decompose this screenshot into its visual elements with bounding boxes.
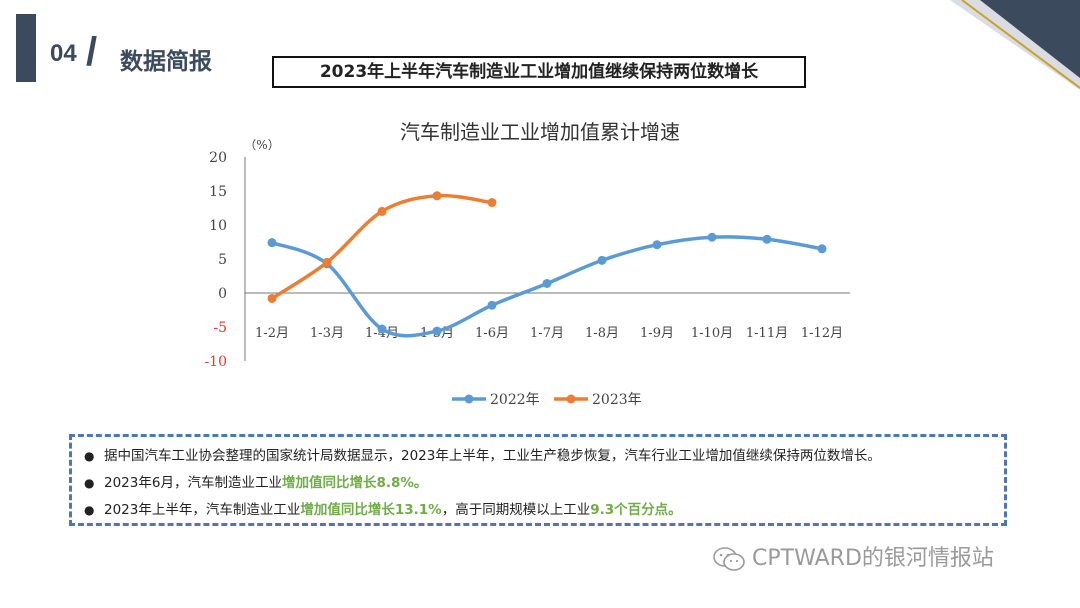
data-point — [377, 324, 387, 334]
section-number: 04 — [50, 40, 77, 67]
data-point — [322, 257, 332, 267]
data-point — [487, 300, 497, 310]
note-text: 2023年6月，汽车制造业工业 — [104, 475, 282, 491]
notes-box: ● 据中国汽车工业协会整理的国家统计局数据显示，2023年上半年，工业生产稳步恢复… — [69, 434, 1007, 526]
x-tick-label: 1-7月 — [530, 326, 564, 341]
section-slash: / — [86, 30, 98, 74]
bullet-icon: ● — [84, 449, 95, 463]
x-tick-label: 1-11月 — [746, 326, 788, 341]
y-tick-label: -5 — [213, 320, 227, 336]
data-point — [432, 326, 442, 336]
y-axis-unit: （%） — [244, 138, 279, 152]
y-tick-label: 20 — [209, 150, 227, 166]
note-item: ● 2023年6月，汽车制造业工业增加值同比增长8.8%。 — [82, 470, 1004, 497]
data-point — [597, 255, 607, 265]
data-point — [817, 244, 827, 254]
line-chart: （%）20151050-5-101-2月1-3月1-4月1-5月1-6月1-7月… — [204, 138, 850, 408]
x-tick-label: 1-12月 — [801, 326, 843, 341]
data-point — [432, 191, 442, 201]
legend-marker — [464, 394, 474, 404]
data-point — [267, 293, 277, 303]
watermark: CPTWARD的银河情报站 — [712, 540, 994, 572]
legend-label: 2022年 — [490, 392, 540, 408]
data-point — [487, 198, 497, 208]
data-point — [267, 238, 277, 248]
chart-title: 汽车制造业工业增加值累计增速 — [400, 120, 680, 144]
section-accent-bar — [16, 14, 36, 82]
watermark-text: CPTWARD的银河情报站 — [752, 546, 994, 571]
legend-label: 2023年 — [592, 392, 642, 408]
legend-marker — [566, 394, 576, 404]
x-tick-label: 1-3月 — [310, 326, 344, 341]
slide-subtitle: 2023年上半年汽车制造业工业增加值继续保持两位数增长 — [272, 56, 806, 88]
note-highlight: 增加值同比增长13.1% — [300, 502, 442, 518]
bullet-icon: ● — [84, 503, 95, 517]
data-point — [652, 240, 662, 250]
y-tick-label: -10 — [204, 354, 227, 370]
data-point — [377, 206, 387, 216]
note-text: 据中国汽车工业协会整理的国家统计局数据显示，2023年上半年，工业生产稳步恢复，… — [104, 448, 881, 464]
data-point — [707, 232, 717, 242]
x-tick-label: 1-8月 — [585, 326, 619, 341]
note-highlight: 9.3个百分点。 — [590, 502, 682, 518]
section-title: 数据简报 — [120, 49, 212, 75]
data-point — [542, 278, 552, 288]
x-tick-label: 1-6月 — [475, 326, 509, 341]
x-tick-label: 1-9月 — [640, 326, 674, 341]
data-point — [762, 234, 772, 244]
y-tick-label: 0 — [218, 286, 227, 302]
corner-decoration — [950, 0, 1080, 90]
x-tick-label: 1-2月 — [255, 326, 289, 341]
y-tick-label: 15 — [209, 184, 227, 200]
note-text: 2023年上半年，汽车制造业工业 — [104, 502, 301, 518]
y-tick-label: 5 — [218, 252, 227, 268]
note-highlight: 增加值同比增长8.8%。 — [281, 475, 428, 491]
wechat-icon — [713, 547, 745, 571]
x-tick-label: 1-10月 — [691, 326, 733, 341]
notes-list: ● 据中国汽车工业协会整理的国家统计局数据显示，2023年上半年，工业生产稳步恢复… — [72, 437, 1004, 524]
note-text: ，高于同期规模以上工业 — [441, 502, 591, 518]
note-item: ● 2023年上半年，汽车制造业工业增加值同比增长13.1%，高于同期规模以上工业… — [82, 497, 1004, 524]
note-item: ● 据中国汽车工业协会整理的国家统计局数据显示，2023年上半年，工业生产稳步恢复… — [82, 443, 1004, 470]
bullet-icon: ● — [84, 476, 95, 490]
y-tick-label: 10 — [209, 218, 227, 234]
